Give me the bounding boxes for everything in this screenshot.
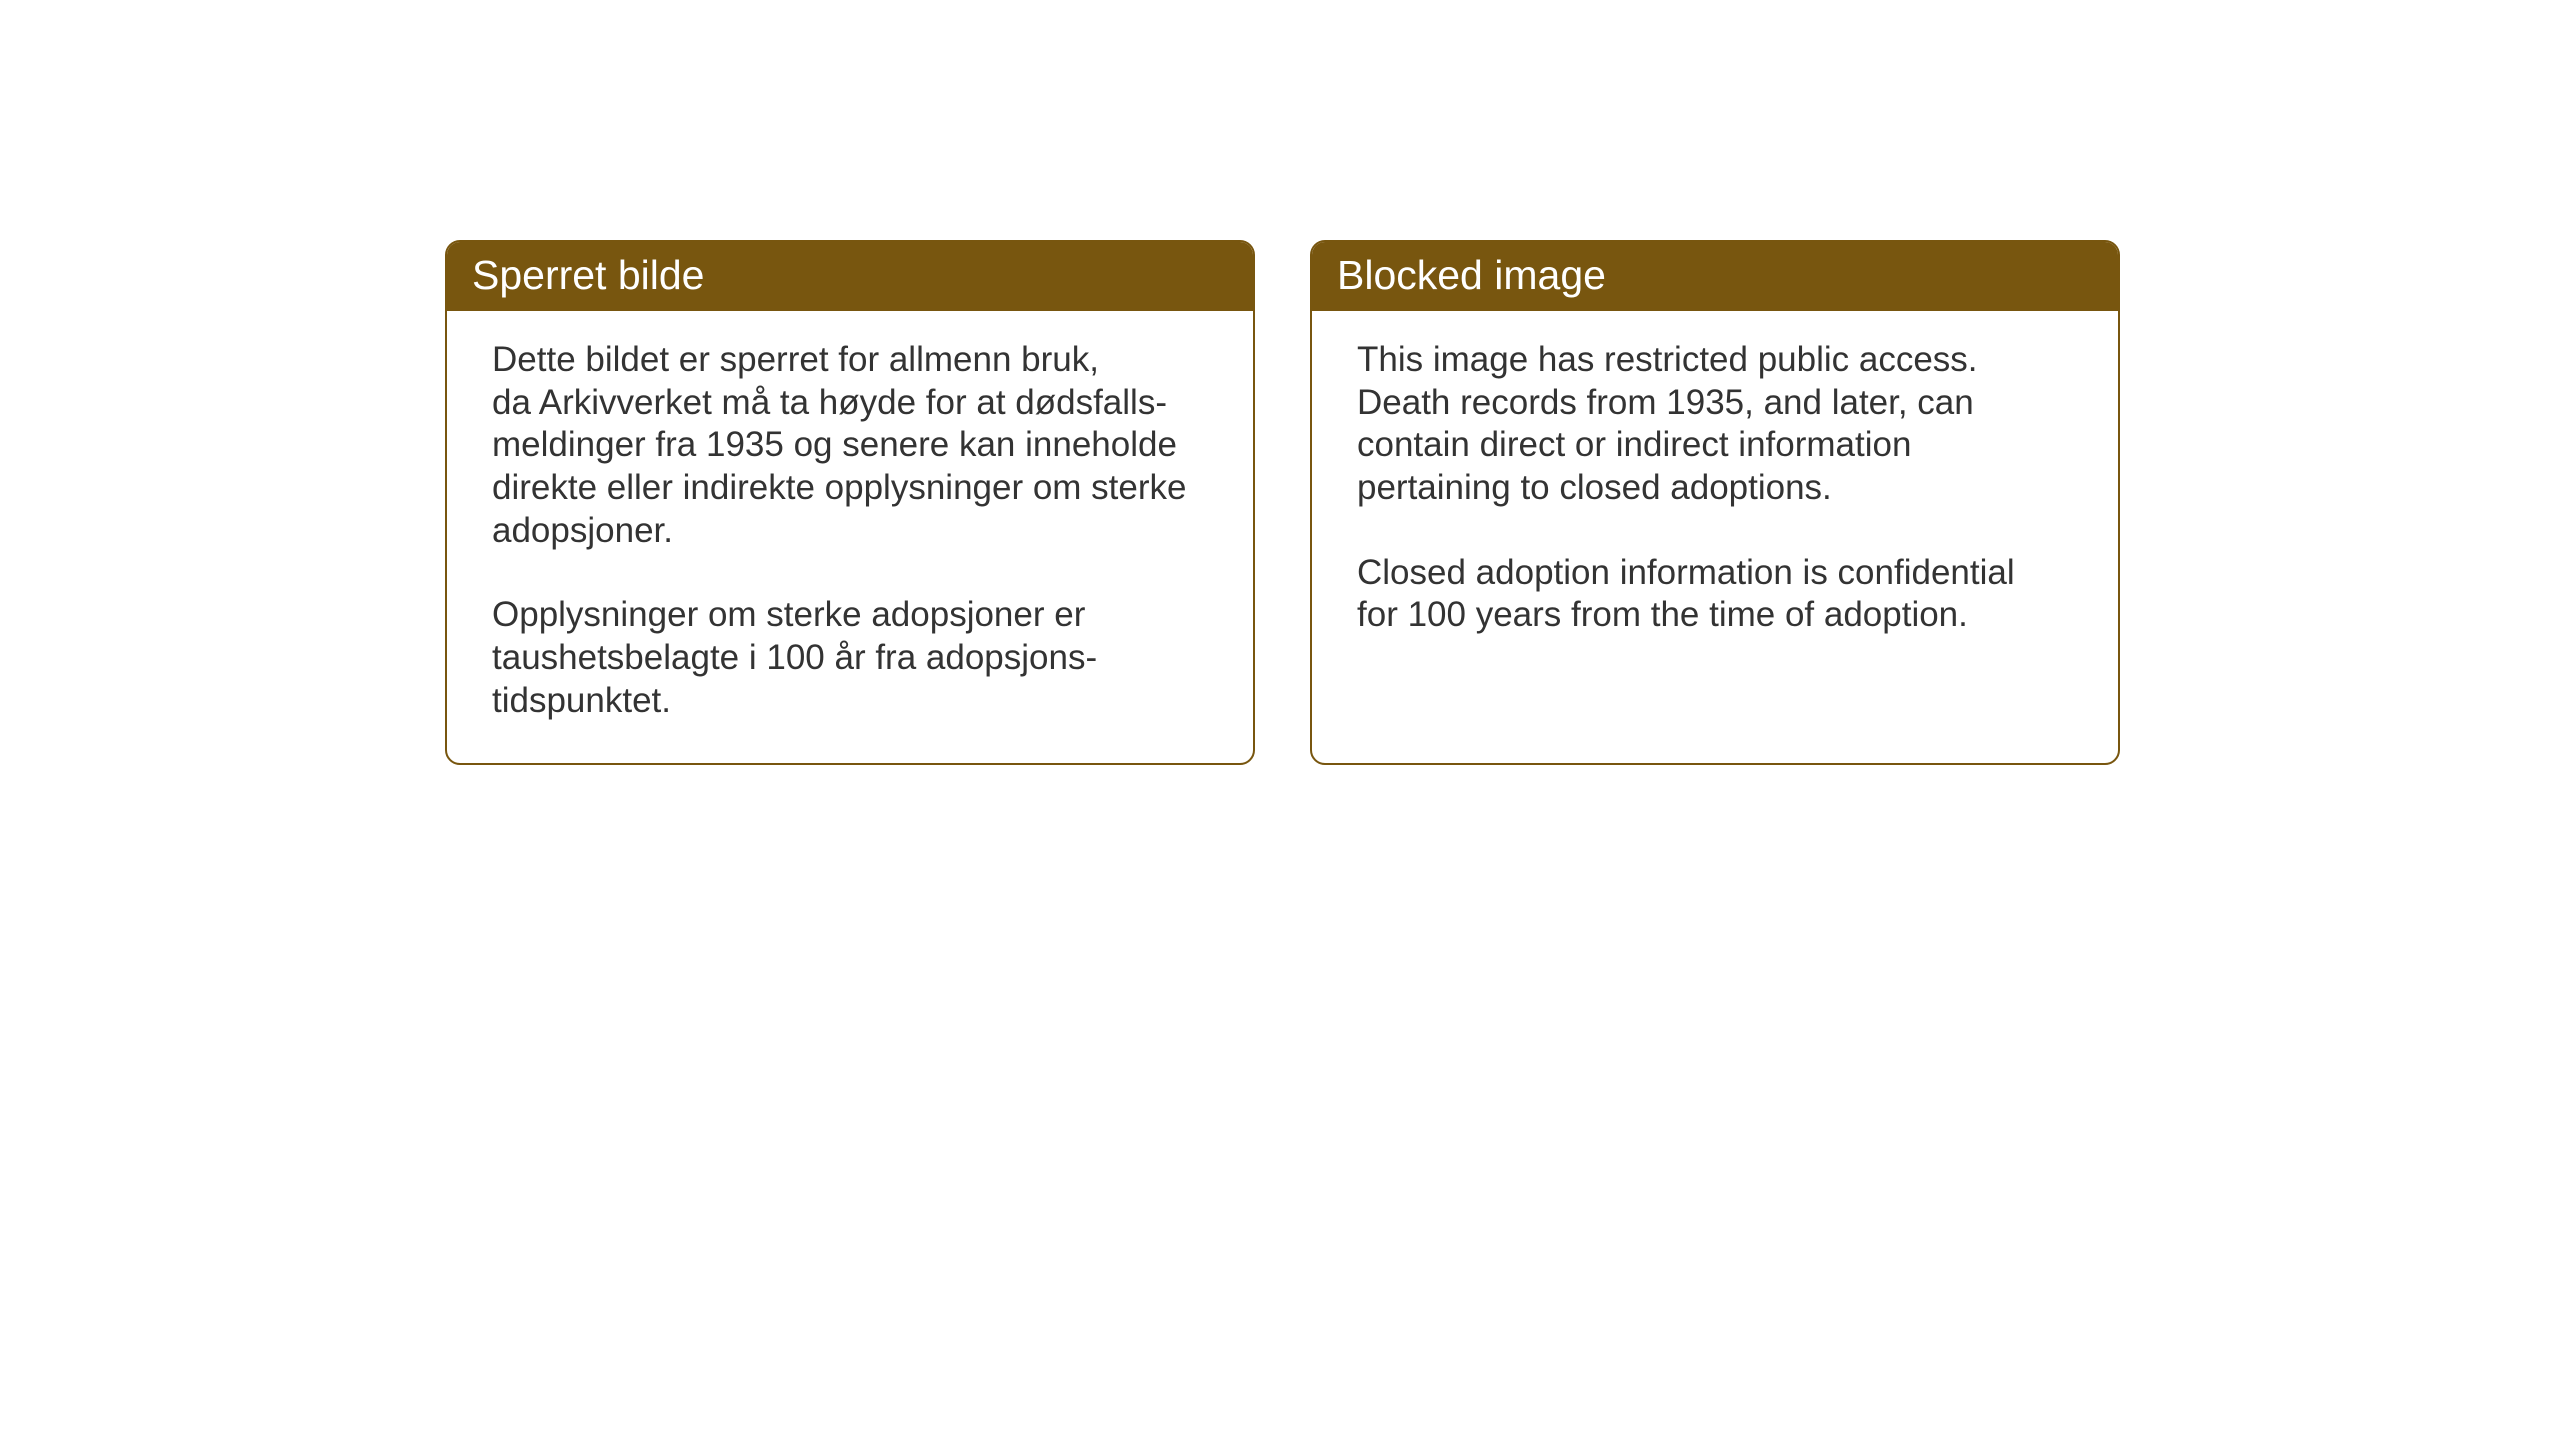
norwegian-notice-card: Sperret bilde Dette bildet er sperret fo… <box>445 240 1255 765</box>
norwegian-card-title: Sperret bilde <box>472 252 704 298</box>
notice-cards-container: Sperret bilde Dette bildet er sperret fo… <box>445 240 2560 765</box>
english-card-body: This image has restricted public access.… <box>1312 311 2118 751</box>
norwegian-paragraph-2: Opplysninger om sterke adopsjoner er tau… <box>492 594 1208 722</box>
english-notice-card: Blocked image This image has restricted … <box>1310 240 2120 765</box>
norwegian-paragraph-1: Dette bildet er sperret for allmenn bruk… <box>492 339 1208 552</box>
english-paragraph-1: This image has restricted public access.… <box>1357 339 2073 510</box>
norwegian-card-body: Dette bildet er sperret for allmenn bruk… <box>447 311 1253 763</box>
norwegian-card-header: Sperret bilde <box>447 242 1253 311</box>
english-paragraph-2: Closed adoption information is confident… <box>1357 552 2073 637</box>
english-card-header: Blocked image <box>1312 242 2118 311</box>
english-card-title: Blocked image <box>1337 252 1606 298</box>
